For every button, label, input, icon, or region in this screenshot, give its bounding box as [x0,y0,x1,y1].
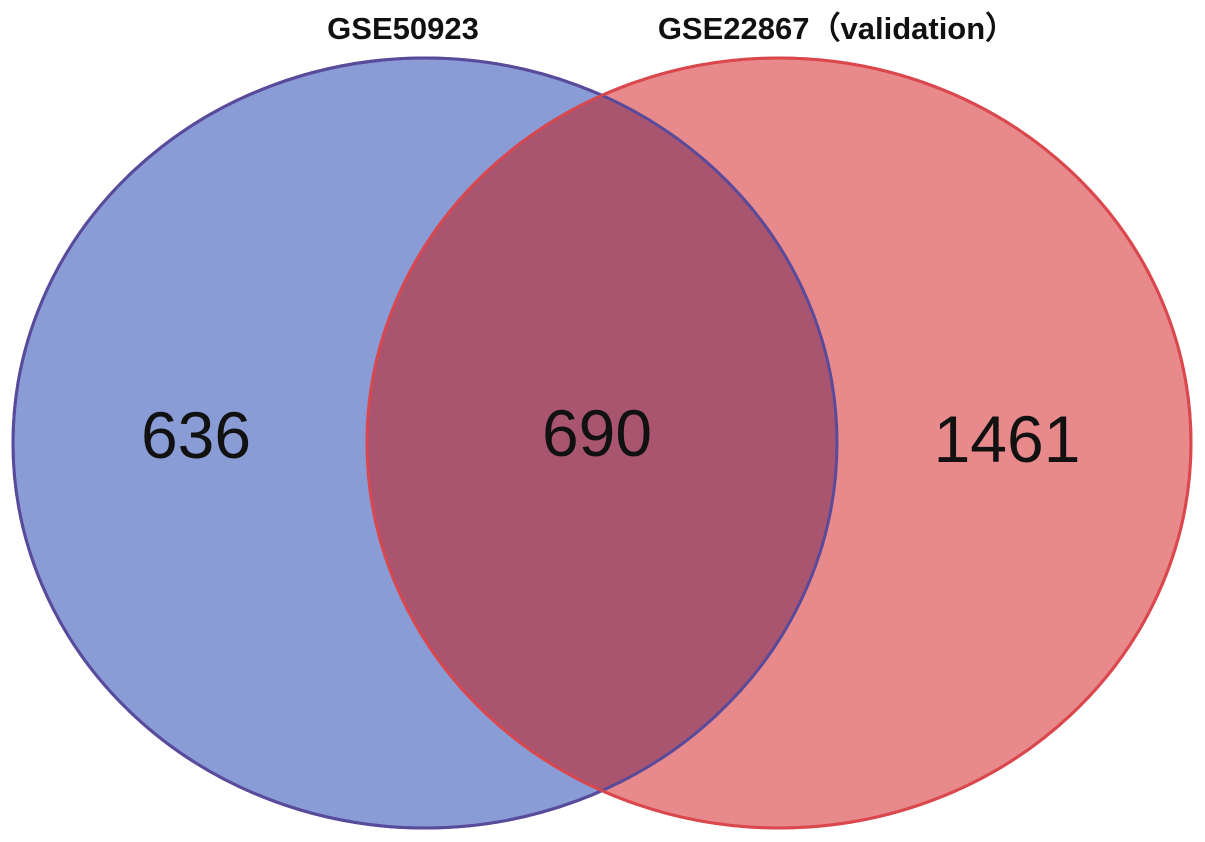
count-left-only: 636 [141,398,251,472]
count-right-only: 1461 [934,402,1081,476]
intersection-region [367,58,837,828]
set-left-outline [11,56,839,830]
set-left-label: GSE50923 [327,11,479,46]
count-intersection: 690 [542,396,652,470]
set-right-outline [365,56,1193,830]
set-right-label: GSE22867（validation） [658,11,1016,46]
